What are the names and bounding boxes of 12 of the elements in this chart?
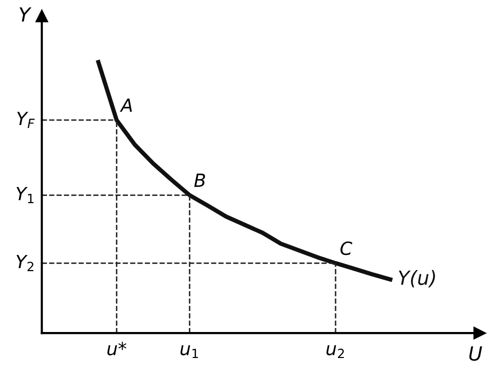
annotation: C: [340, 241, 352, 256]
x-axis-title: U: [469, 346, 482, 361]
x-tick-label: u$_{1}$: [180, 345, 198, 358]
y-axis-title: Y: [20, 7, 32, 22]
ref-line-label: Y$_{2}$: [16, 254, 34, 272]
ref-line-label: Y$_{1}$: [16, 186, 34, 204]
series-label: Y(u): [398, 270, 435, 288]
x-tick-label: u*: [107, 342, 126, 356]
ref-line-label: Y$_{F}$: [17, 112, 35, 128]
x-tick-label: u$_{2}$: [326, 345, 344, 358]
annotation: B: [194, 174, 206, 187]
annotation: A: [120, 98, 132, 112]
